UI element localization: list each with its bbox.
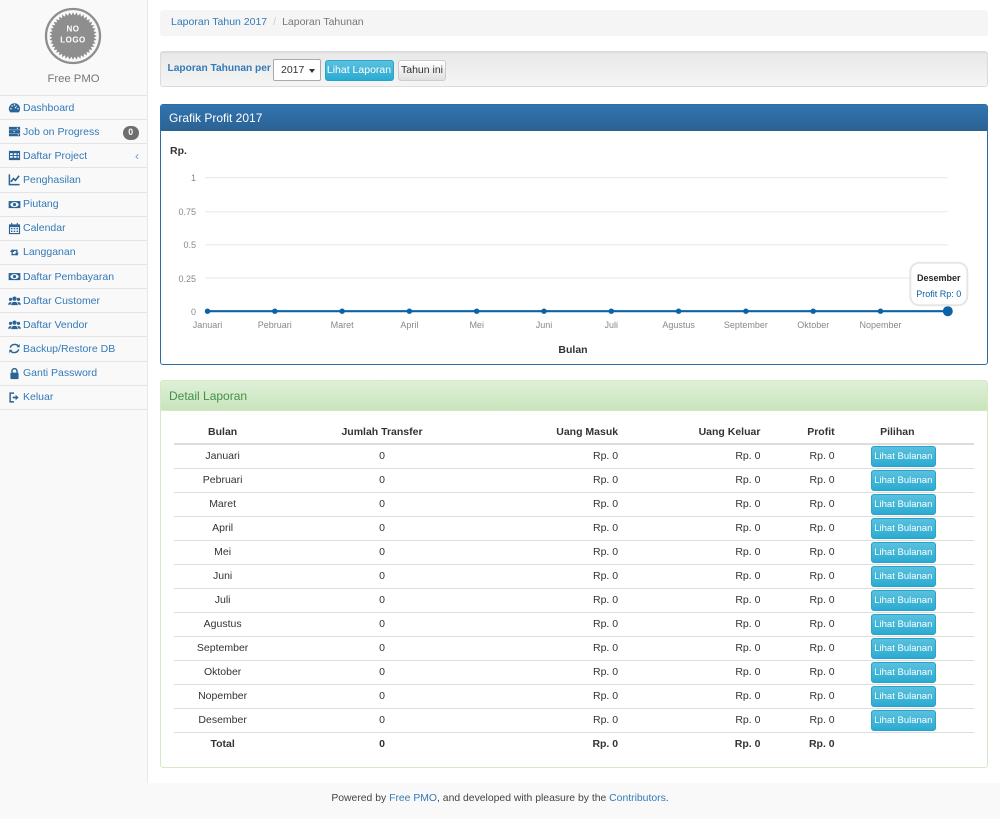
svg-text:Nopember: Nopember [859,320,901,330]
svg-text:0.5: 0.5 [183,240,196,250]
svg-text:Mei: Mei [469,320,484,330]
svg-text:LOGO: LOGO [60,36,86,45]
svg-text:Oktober: Oktober [797,320,829,330]
svg-text:0.75: 0.75 [178,207,196,217]
svg-text:1: 1 [191,173,196,183]
svg-text:Pebruari: Pebruari [258,320,292,330]
svg-text:Desember: Desember [917,273,961,283]
svg-text:Profit Rp: 0: Profit Rp: 0 [916,289,961,299]
svg-text:Juni: Juni [536,320,553,330]
svg-text:Bulan: Bulan [558,344,587,356]
svg-text:April: April [400,320,418,330]
svg-text:September: September [724,320,768,330]
svg-text:Rp.: Rp. [170,145,187,157]
svg-text:Juli: Juli [605,320,619,330]
svg-text:NO: NO [67,25,80,34]
svg-text:0.25: 0.25 [178,274,196,284]
svg-text:0: 0 [191,307,196,317]
svg-text:Januari: Januari [193,320,223,330]
svg-text:Maret: Maret [331,320,355,330]
svg-text:Agustus: Agustus [662,320,695,330]
